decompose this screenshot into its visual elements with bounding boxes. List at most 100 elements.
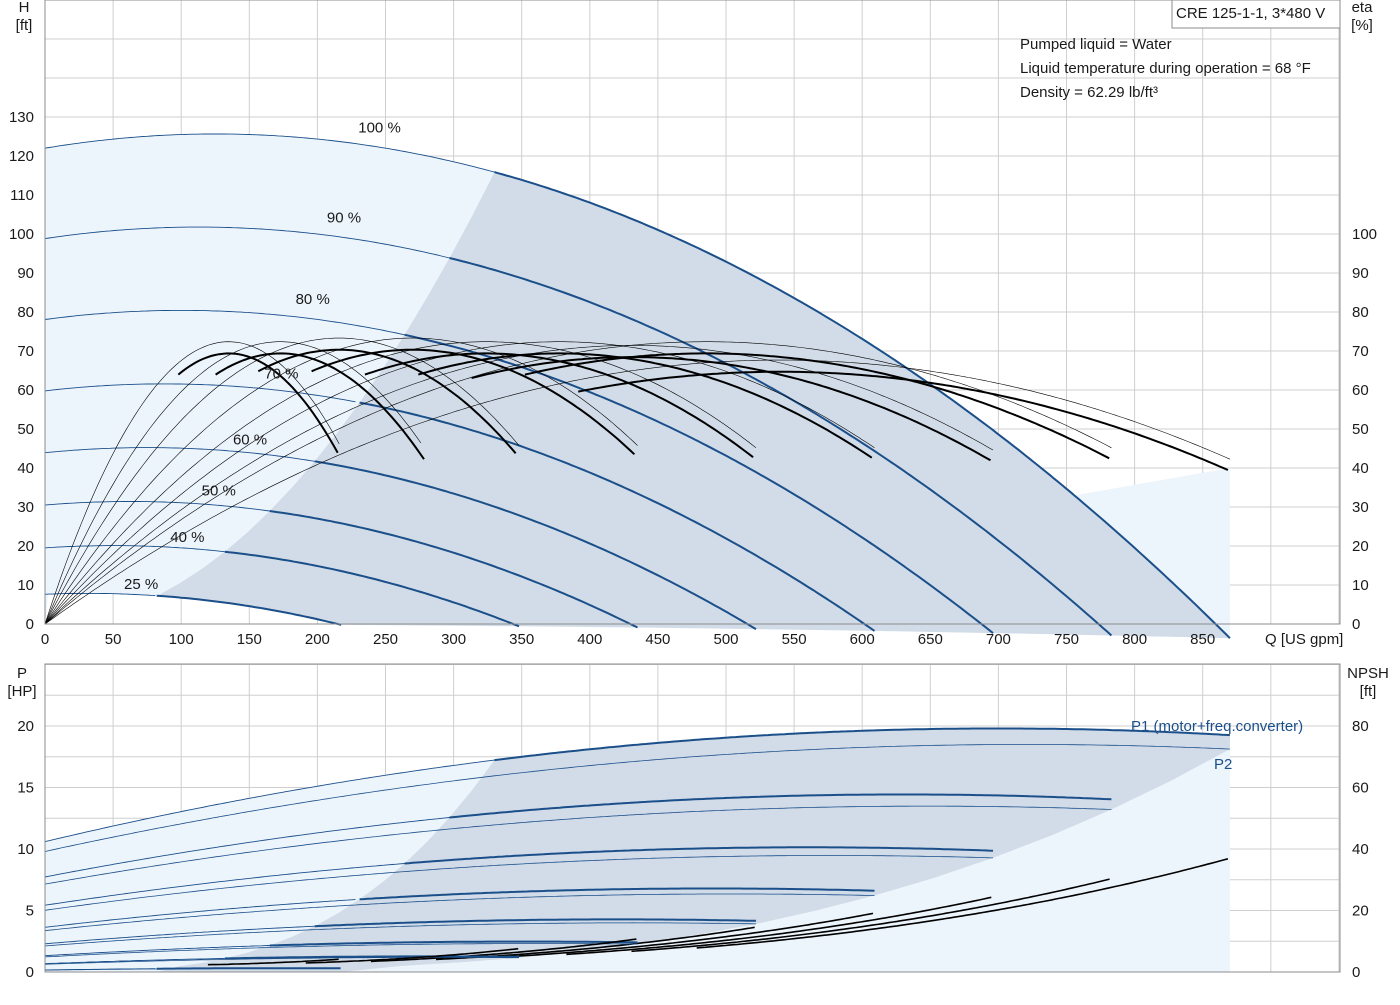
eta-curve-1 [215, 352, 425, 460]
p1-thin-80 [44, 863, 405, 906]
y-right-tick-bottom: 40 [1352, 841, 1369, 858]
head-curve-80 [404, 333, 994, 634]
npsh-curve-100 [696, 858, 1229, 949]
y-left-title-bottom: P [17, 665, 27, 682]
speed-labels: 100 % 90 % 80 % 70 % 60 % 50 % 40 % 25 % [124, 120, 401, 593]
y-right-tick-top: 10 [1352, 577, 1369, 594]
y-right-unit-bottom: [ft] [1360, 683, 1377, 700]
legend-p1: P1 (motor+freq.converter) [1131, 718, 1303, 735]
speed-label: 50 % [202, 482, 236, 499]
p2-curve-70 [44, 893, 875, 932]
x-tick-label: 100 [169, 631, 194, 648]
p1-curve-90 [449, 793, 1112, 819]
y-left-tick-top: 0 [26, 616, 34, 633]
eta-curve-thin-2 [44, 337, 520, 625]
p2-curve-50 [44, 943, 638, 958]
top-plot-frame [44, 0, 1341, 625]
x-tick-label: 200 [305, 631, 330, 648]
head-curve-70 [359, 401, 876, 632]
y-right-tick-bottom: 80 [1352, 718, 1369, 735]
npsh-curve-40 [305, 947, 519, 964]
axis-ticks: 0 50 100 150 200 250 300 350 400 450 500 550 600 650 7… [9, 109, 1377, 981]
x-tick-label: 50 [105, 631, 122, 648]
y-right-tick-top: 80 [1352, 304, 1369, 321]
eta-curve-0 [177, 352, 339, 454]
p2-curve-80 [44, 855, 994, 911]
eta-curve-thin-7 [44, 341, 1112, 625]
p1-thin-100 [44, 759, 495, 843]
p1-thin-40 [44, 957, 225, 965]
y-left-tick-bottom: 15 [17, 780, 34, 797]
eta-curve-2 [257, 348, 517, 454]
head-curve-thin-90 [44, 226, 450, 259]
npsh-curve-80 [566, 896, 992, 956]
npsh-curve-70 [501, 912, 874, 958]
head-curve-thin-25 [44, 592, 156, 597]
speed-label: 90 % [327, 209, 361, 226]
y-right-tick-top: 70 [1352, 343, 1369, 360]
head-curve-100 [494, 171, 1231, 639]
y-right-tick-bottom: 0 [1352, 964, 1360, 981]
y-left-unit-bottom: [HP] [7, 683, 36, 700]
eta-curve-7 [524, 352, 1110, 460]
y-left-tick-bottom: 10 [17, 841, 34, 858]
model-title: CRE 125-1-1, 3*480 V [1176, 5, 1325, 22]
y-left-tick-top: 80 [17, 304, 34, 321]
power-npsh-curves [44, 727, 1230, 971]
speed-label: 25 % [124, 576, 158, 593]
x-tick-label: 550 [782, 631, 807, 648]
y-right-tick-top: 30 [1352, 499, 1369, 516]
y-right-tick-bottom: 60 [1352, 780, 1369, 797]
npsh-curve-90 [631, 878, 1110, 953]
eta-curve-8 [578, 370, 1229, 471]
x-tick-label: 600 [850, 631, 875, 648]
y-left-tick-top: 20 [17, 538, 34, 555]
y-left-tick-top: 130 [9, 109, 34, 126]
y-right-title-bottom: NPSH [1347, 665, 1389, 682]
p2-curve-25 [45, 968, 340, 971]
eta-curve-5 [418, 352, 873, 459]
p1-thin-50 [44, 945, 270, 957]
head-curve-thin-70 [44, 383, 356, 403]
head-curve-90 [449, 257, 1113, 637]
p2-curve-100 [44, 744, 1230, 852]
y-right-title-top: eta [1352, 0, 1374, 16]
y-left-tick-top: 90 [17, 265, 34, 282]
eta-curve-3 [311, 348, 636, 456]
x-tick-label: 700 [986, 631, 1011, 648]
y-left-tick-top: 40 [17, 460, 34, 477]
y-right-tick-top: 90 [1352, 265, 1369, 282]
head-curve-thin-40 [44, 545, 225, 553]
y-left-tick-top: 100 [9, 226, 34, 243]
head-curve-40 [224, 550, 520, 628]
info-density: Density = 62.29 lb/ft³ [1020, 84, 1158, 101]
p1-thin-70 [44, 899, 356, 928]
x-axis-title: Q [US gpm] [1265, 631, 1343, 648]
head-curve-50 [269, 510, 638, 629]
eta-curve-thin-1 [44, 341, 422, 625]
y-left-tick-top: 70 [17, 343, 34, 360]
info-temperature: Liquid temperature during operation = 68… [1020, 60, 1311, 77]
eta-curve-thin-6 [44, 345, 994, 625]
y-left-tick-top: 10 [17, 577, 34, 594]
y-right-tick-top: 0 [1352, 616, 1360, 633]
y-right-unit-top: [%] [1351, 17, 1373, 34]
eta-curve-thin-4 [44, 341, 757, 625]
y-left-unit-top: [ft] [16, 17, 33, 34]
y-left-tick-top: 60 [17, 382, 34, 399]
p1-curve-100 [494, 727, 1230, 762]
head-curve-thin-60 [44, 447, 315, 462]
plot-frames [44, 0, 1341, 973]
x-tick-label: 450 [645, 631, 670, 648]
speed-label: 40 % [170, 529, 204, 546]
x-tick-label: 250 [373, 631, 398, 648]
y-right-tick-top: 50 [1352, 421, 1369, 438]
bottom-plot-frame [44, 663, 1341, 973]
x-tick-label: 350 [509, 631, 534, 648]
x-tick-label: 650 [918, 631, 943, 648]
head-efficiency-curves [44, 133, 1231, 639]
y-left-tick-top: 30 [17, 499, 34, 516]
x-tick-label: 500 [713, 631, 738, 648]
eta-curve-6 [471, 356, 991, 462]
